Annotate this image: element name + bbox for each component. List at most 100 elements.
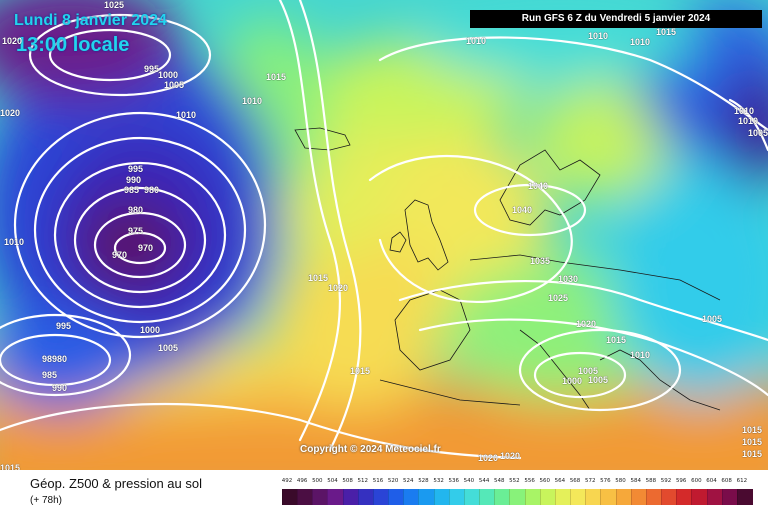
- legend-tick-label: 592: [660, 478, 672, 484]
- legend-swatch: [372, 489, 390, 505]
- legend-swatch: [524, 489, 541, 505]
- legend-swatch: [342, 489, 359, 505]
- legend-tick-label: 572: [584, 478, 596, 484]
- legend-tick-label: 516: [372, 478, 384, 484]
- legend-swatch: [297, 489, 314, 505]
- legend-tick-label: 560: [539, 478, 550, 484]
- isobar-label: 970: [138, 243, 154, 253]
- legend-swatch: [327, 489, 344, 505]
- isobar-label: 1020: [576, 319, 597, 329]
- legend-swatch: [448, 489, 465, 505]
- legend-swatch: [615, 489, 632, 505]
- legend-tick-label: 588: [645, 478, 657, 484]
- isobar-label: 1010: [242, 96, 263, 106]
- isobar-label: 975: [128, 226, 144, 236]
- legend-tick-label: 580: [615, 478, 626, 484]
- isobar-label: 1005: [158, 343, 179, 353]
- isobar-label: 995: [56, 321, 72, 331]
- isobar-label: 1030: [558, 274, 579, 284]
- legend-tick-label: 596: [675, 478, 687, 484]
- legend-tick-label: 524: [403, 478, 414, 484]
- legend-swatch: [721, 489, 738, 505]
- isobar-label: 1025: [548, 293, 569, 303]
- forecast-time: 13:00 locale: [16, 34, 130, 56]
- isobar-label: 1015: [742, 449, 763, 459]
- legend-swatch: [282, 489, 299, 505]
- legend-tick-label: 608: [721, 478, 732, 484]
- isobar-label: 985: [42, 370, 58, 380]
- legend-swatch: [494, 489, 511, 505]
- legend-tick-label: 604: [706, 478, 717, 484]
- legend-swatch: [479, 489, 496, 505]
- copyright-notice: Copyright © 2024 Meteociel.fr: [300, 444, 441, 455]
- legend-swatch: [433, 489, 450, 505]
- isobar-label: 1010: [734, 106, 755, 116]
- legend-swatch: [554, 489, 572, 505]
- legend-swatch: [585, 489, 602, 505]
- isobar-label: 1005: [588, 375, 609, 385]
- isobar-label: 1010: [630, 37, 651, 47]
- coastlines: [294, 127, 721, 411]
- isobar-label: 1025: [104, 0, 125, 10]
- isobar-label: 1000: [158, 70, 179, 80]
- legend-swatch: [539, 489, 556, 505]
- legend-tick-label: 512: [357, 478, 369, 484]
- isobar-label: 1005: [748, 128, 768, 138]
- isobar-label: 1015: [350, 366, 371, 376]
- legend-tick-label: 496: [296, 478, 308, 484]
- isobar-label: 990: [126, 175, 142, 185]
- isobar-label: 1020: [2, 36, 23, 46]
- isobar-label: 1000: [562, 376, 583, 386]
- isobar-label: 995: [144, 64, 160, 74]
- isobar-label: 1035: [530, 256, 551, 266]
- isobar-label: 1020: [0, 108, 21, 118]
- legend-swatch: [661, 489, 678, 505]
- isobar-label: 1005: [164, 80, 185, 90]
- isobar-label: 990: [52, 383, 68, 393]
- legend-swatch: [706, 489, 723, 505]
- isobar-label: 1015: [606, 335, 627, 345]
- isobar-label: 970: [112, 250, 128, 260]
- isobar-label: 1000: [140, 325, 161, 335]
- isobar-label: 1010: [4, 237, 25, 247]
- color-legend: 492 496 500 504 508 512 516 520 524 528 532 536 540 5…: [282, 478, 753, 506]
- isobar-label: 985: [124, 185, 140, 195]
- legend-tick-label: 536: [448, 478, 460, 484]
- map-title: Géop. Z500 & pression au sol: [30, 476, 202, 491]
- legend-tick-label: 500: [312, 478, 323, 484]
- isobar-label: 1010: [588, 31, 609, 41]
- footer: Géop. Z500 & pression au sol (+ 78h) 492…: [0, 470, 768, 512]
- legend-swatch: [645, 489, 663, 505]
- isobar-label: 1010: [176, 110, 197, 120]
- legend-tick-label: 584: [630, 478, 641, 484]
- isobar-label: 1020: [500, 451, 521, 461]
- legend-tick-label: 568: [569, 478, 581, 484]
- weather-map: Lundi 8 janvier 2024 13:00 locale Run GF…: [0, 0, 768, 470]
- legend-tick-label: 556: [524, 478, 535, 484]
- isobar-label: 1020: [328, 283, 349, 293]
- legend-tick-label: 600: [691, 478, 702, 484]
- legend-swatch: [312, 489, 329, 505]
- isobar-label: 1020: [478, 453, 499, 463]
- isobar-label: 980: [128, 205, 144, 215]
- legend-swatch: [403, 489, 420, 505]
- legend-swatch: [691, 489, 708, 505]
- map-canvas: [0, 0, 768, 470]
- legend-tick-label: 576: [600, 478, 611, 484]
- legend-swatch: [600, 489, 617, 505]
- legend-swatch: [570, 489, 587, 505]
- isobar-label: 1005: [578, 366, 599, 376]
- legend-swatch: [357, 489, 374, 505]
- isobar-label: 1015: [742, 425, 763, 435]
- isobar-label: 1015: [656, 27, 677, 37]
- isobar-label: 1005: [702, 314, 723, 324]
- legend-swatch: [676, 489, 693, 505]
- legend-swatch: [418, 489, 435, 505]
- legend-tick-label: 508: [342, 478, 353, 484]
- forecast-date: Lundi 8 janvier 2024: [14, 12, 167, 29]
- legend-tick-label: 520: [387, 478, 399, 484]
- isobar-label: 1040: [512, 205, 533, 215]
- model-run-banner: Run GFS 6 Z du Vendredi 5 janvier 2024: [470, 10, 762, 28]
- legend-tick-label: 504: [327, 478, 338, 484]
- isobar-label: 98980: [42, 354, 68, 364]
